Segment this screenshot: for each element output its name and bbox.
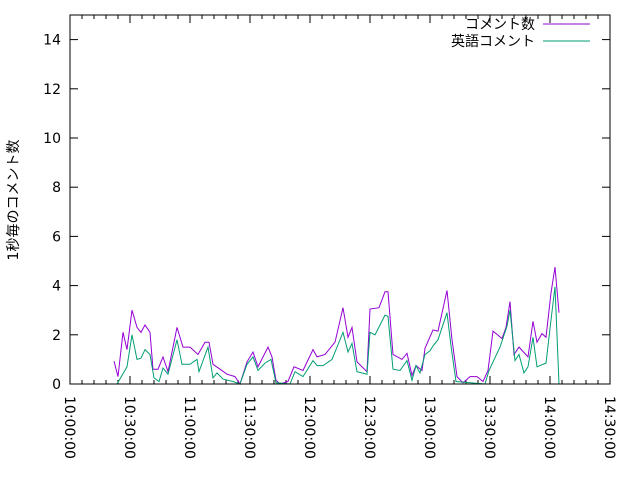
series-lines bbox=[113, 267, 560, 386]
x-tick-label: 12:00:00 bbox=[301, 396, 317, 459]
legend-label: コメント数 bbox=[465, 17, 535, 33]
x-tick-label: 14:00:00 bbox=[541, 396, 557, 459]
y-tick-label: 8 bbox=[52, 180, 61, 196]
y-tick-label: 6 bbox=[52, 229, 61, 245]
x-tick-label: 13:30:00 bbox=[481, 396, 497, 459]
series-line-1 bbox=[116, 286, 560, 385]
series-line-0 bbox=[113, 267, 560, 386]
x-tick-label: 12:30:00 bbox=[361, 396, 377, 459]
plot-border bbox=[69, 14, 611, 385]
x-tick-label: 11:30:00 bbox=[241, 396, 257, 459]
y-tick-label: 10 bbox=[43, 131, 61, 147]
x-tick-label: 14:30:00 bbox=[601, 396, 617, 459]
y-tick-label: 2 bbox=[52, 328, 61, 344]
y-tick-label: 14 bbox=[43, 33, 61, 49]
x-tick-label: 10:30:00 bbox=[121, 396, 137, 459]
x-tick-label: 11:00:00 bbox=[181, 396, 197, 459]
y-tick-label: 4 bbox=[52, 279, 61, 295]
axis-ticks: 0 2 4 6 8 10 12 14 10:00:00 10:30:00 11:00:00 11:30… bbox=[43, 15, 617, 459]
y-axis-label: 1秒毎のコメント数 bbox=[6, 140, 22, 261]
legend-label: 英語コメント bbox=[451, 33, 535, 50]
x-tick-label: 10:00:00 bbox=[61, 396, 77, 459]
y-tick-label: 12 bbox=[43, 82, 61, 98]
x-tick-label: 13:00:00 bbox=[421, 396, 437, 459]
y-tick-label: 0 bbox=[52, 377, 61, 393]
